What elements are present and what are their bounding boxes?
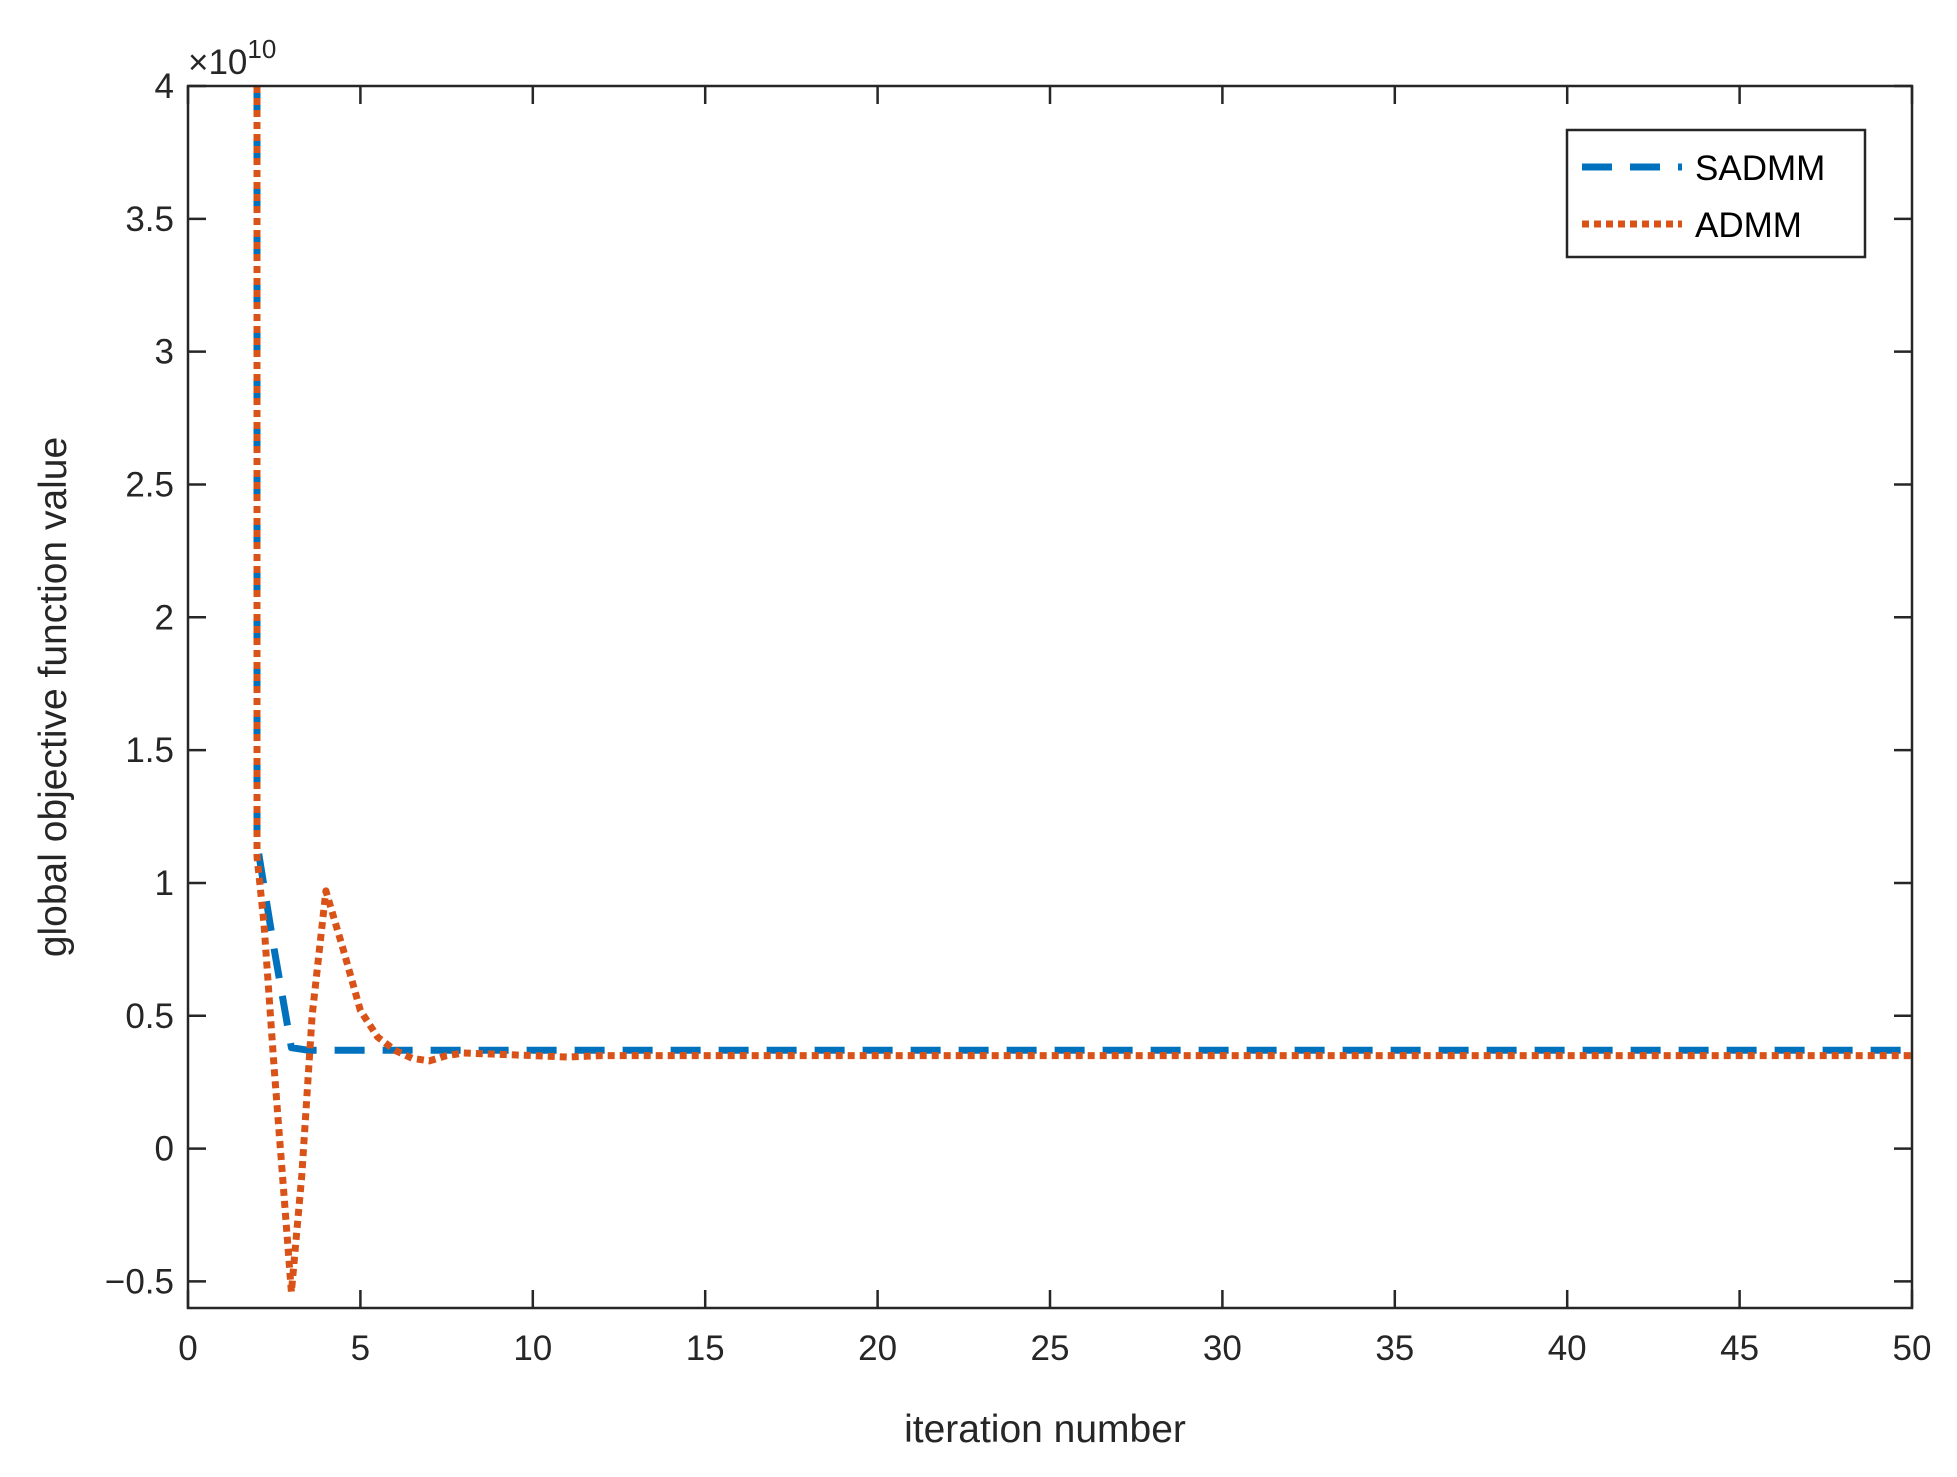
x-tick-label: 45 xyxy=(1720,1329,1759,1368)
y-tick-label: −0.5 xyxy=(105,1262,174,1301)
plot-area xyxy=(253,86,1912,1296)
x-tick-label: 20 xyxy=(858,1329,897,1368)
x-tick-label: 50 xyxy=(1893,1329,1932,1368)
y-tick-label: 3.5 xyxy=(125,200,174,239)
y-tick-label: 1 xyxy=(155,864,174,903)
y-tick-label: 4 xyxy=(155,67,174,106)
x-axis-tick-labels: 0 5 10 15 20 25 30 35 40 45 50 xyxy=(178,1329,1931,1368)
y-tick-label: 0.5 xyxy=(125,997,174,1036)
y-tick-label: 0 xyxy=(155,1130,174,1169)
legend-label-sadmm: SADMM xyxy=(1695,149,1825,188)
y-tick-label: 1.5 xyxy=(125,731,174,770)
x-tick-label: 15 xyxy=(686,1329,725,1368)
x-tick-label: 10 xyxy=(513,1329,552,1368)
y-exponent-power: 10 xyxy=(247,34,276,64)
x-tick-label: 30 xyxy=(1203,1329,1242,1368)
x-tick-label: 35 xyxy=(1375,1329,1414,1368)
x-tick-label: 5 xyxy=(351,1329,370,1368)
legend-box xyxy=(1565,128,1867,259)
x-tick-label: 25 xyxy=(1031,1329,1070,1368)
legend: SADMM ADMM xyxy=(1565,128,1867,259)
y-tick-label: 2.5 xyxy=(125,465,174,504)
y-axis-title: global objective function value xyxy=(32,437,75,957)
y-axis-tick-labels: −0.5 0 0.5 1 1.5 2 2.5 3 3.5 4 xyxy=(105,67,174,1301)
y-exponent-label: ×1010 xyxy=(188,34,276,82)
y-tick-label: 2 xyxy=(155,598,174,637)
x-tick-label: 40 xyxy=(1548,1329,1587,1368)
series-line-admm xyxy=(253,86,1912,1296)
x-axis-title: iteration number xyxy=(904,1408,1186,1451)
plot-background xyxy=(188,86,1912,1308)
legend-label-admm: ADMM xyxy=(1695,206,1802,245)
y-tick-label: 3 xyxy=(155,333,174,372)
axis-ticks xyxy=(186,84,1914,1308)
x-tick-label: 0 xyxy=(178,1329,197,1368)
y-exponent-base: ×10 xyxy=(188,43,247,82)
